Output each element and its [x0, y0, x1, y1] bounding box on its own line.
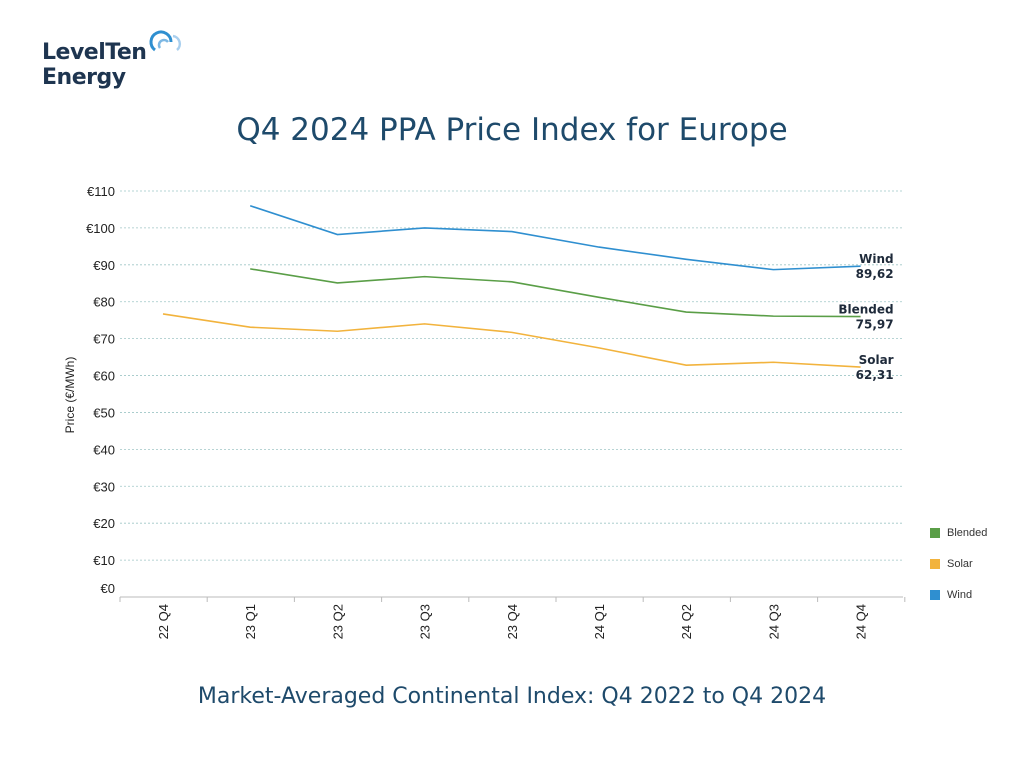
x-tick-label: 23 Q3 [418, 604, 433, 639]
end-value-wind: 89,62 [856, 267, 894, 281]
legend: Blended Solar Wind [930, 517, 987, 610]
y-tick-label: €70 [93, 332, 115, 347]
x-axis [119, 596, 906, 602]
chart-title: Q4 2024 PPA Price Index for Europe [236, 112, 788, 148]
brand-swirl-icon [149, 30, 182, 52]
x-tick-label: 23 Q1 [243, 604, 258, 639]
legend-label: Solar [947, 557, 973, 570]
legend-item-wind: Wind [930, 579, 987, 610]
x-tick-label: 24 Q1 [592, 604, 607, 639]
brand-logo: LevelTen Energy [42, 30, 202, 102]
y-tick-label: €60 [93, 369, 115, 384]
legend-item-blended: Blended [930, 517, 987, 548]
x-tick-label: 23 Q4 [505, 604, 520, 639]
x-tick-label: 24 Q4 [854, 604, 869, 639]
end-value-blended: 75,97 [856, 318, 894, 332]
end-value-solar: 62,31 [856, 368, 894, 382]
legend-item-solar: Solar [930, 548, 987, 579]
y-tick-label: €40 [93, 442, 115, 457]
y-tick-label: €20 [93, 516, 115, 531]
y-axis-label: Price (€/MWh) [63, 357, 77, 434]
legend-label: Blended [947, 526, 988, 539]
brand-name-line2: Energy [42, 65, 126, 90]
x-tick-label: 24 Q3 [766, 604, 781, 639]
legend-label: Wind [947, 588, 973, 601]
x-tick-label: 24 Q2 [679, 604, 694, 639]
y-tick-label: €100 [86, 221, 115, 236]
legend-swatch [930, 589, 940, 600]
chart-subtitle: Market-Averaged Continental Index: Q4 20… [197, 684, 827, 709]
series-line-blended [250, 268, 861, 318]
y-axis-ticks: €0 €10 €20 €30 €40 €50 €60 €70 €80 €90 €100 €110 [86, 184, 115, 596]
legend-swatch [930, 527, 940, 538]
legend-swatch [930, 558, 940, 569]
series-line-wind [249, 205, 861, 271]
y-tick-label: €80 [93, 295, 115, 310]
y-tick-label: €50 [93, 405, 115, 420]
x-tick-label: 23 Q2 [330, 604, 345, 639]
y-tick-label: €10 [93, 553, 115, 568]
brand-name-line1: LevelTen [42, 40, 147, 65]
end-label-solar: Solar [859, 353, 894, 367]
y-tick-label: €30 [93, 479, 115, 494]
series-line-solar [162, 313, 861, 368]
y-tick-label: €110 [87, 184, 115, 199]
y-tick-label: €0 [101, 581, 115, 596]
gridlines [120, 190, 903, 561]
series-lines [162, 205, 861, 368]
end-label-blended: Blended [838, 303, 893, 317]
x-axis-ticks: 22 Q4 23 Q1 23 Q2 23 Q3 23 Q4 24 Q1 24 Q2 24 Q3… [156, 604, 869, 639]
y-tick-label: €90 [93, 258, 115, 273]
end-label-wind: Wind [859, 252, 893, 266]
x-tick-label: 22 Q4 [156, 604, 171, 639]
